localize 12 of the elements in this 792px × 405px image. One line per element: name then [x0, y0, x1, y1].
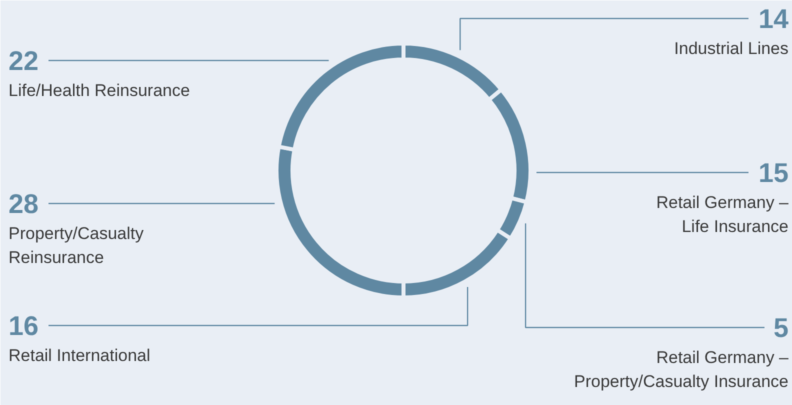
data-label: 28 [8, 189, 39, 219]
slice-label: Industrial Lines [674, 39, 788, 58]
slice-label: Retail Germany – Property/Casualty Insurance [574, 348, 790, 391]
slice-label: Life/Health Reinsurance [8, 81, 190, 100]
slice-label: Retail Germany – Life Insurance [656, 193, 790, 236]
slice-label: Property/Casualty Reinsurance [8, 224, 144, 267]
data-label: 5 [773, 313, 789, 343]
data-label: 15 [758, 158, 789, 188]
data-label: 16 [8, 311, 39, 341]
slice-label: Retail International [8, 346, 150, 365]
data-label: 22 [8, 46, 39, 76]
data-label: 14 [758, 4, 789, 34]
